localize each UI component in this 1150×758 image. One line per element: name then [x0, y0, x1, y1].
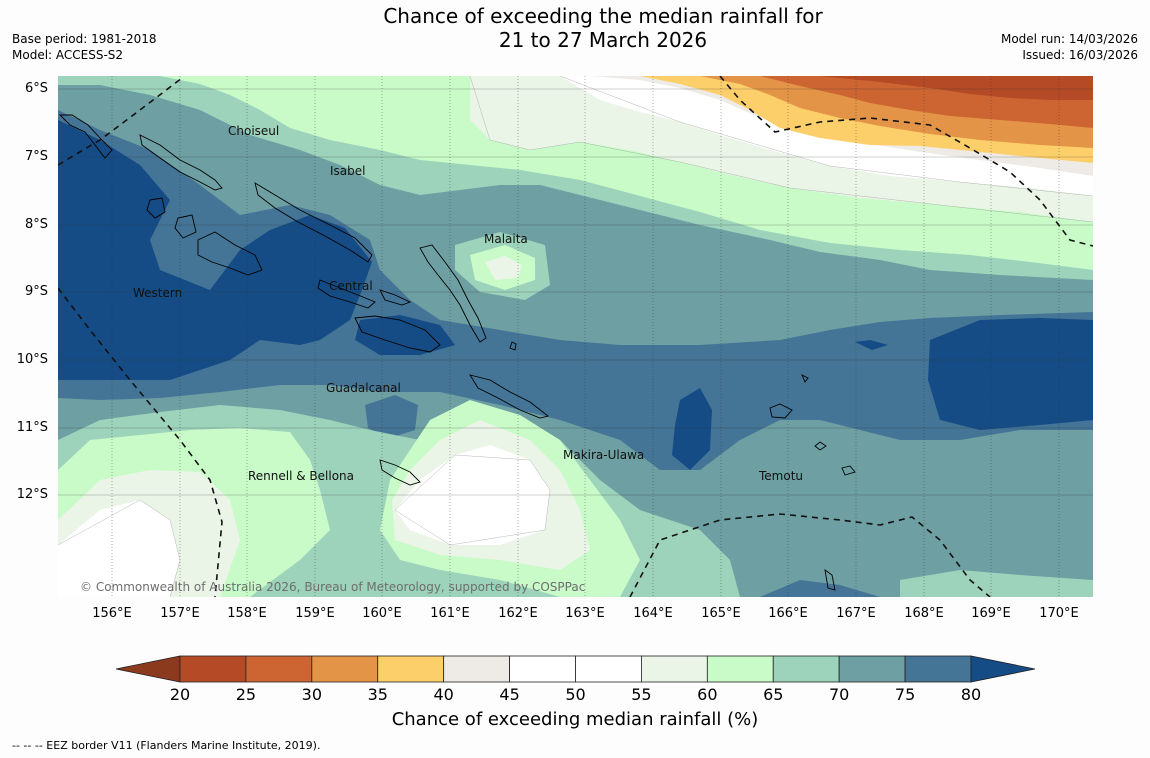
colorbar-segment-55-60: [641, 655, 708, 683]
band-45-55-south-central: [395, 445, 550, 545]
band-45-55-south-west: [58, 500, 180, 597]
colorbar-segment-20-25: [179, 655, 247, 683]
guadalcanal-patch-75: [365, 395, 418, 438]
eez-border: [58, 76, 1093, 597]
band-80-central: [355, 315, 455, 355]
lon-label-159e: 159°E: [295, 606, 335, 621]
lon-label-156e: 156°E: [92, 606, 132, 621]
lon-label-157e: 157°E: [160, 606, 200, 621]
lat-label-6s: 6°S: [24, 81, 48, 96]
colorbar-segment-45-50: [509, 655, 576, 683]
metadata-right: Model run: 14/03/2026 Issued: 16/03/2026: [1001, 31, 1138, 63]
malaita-patch-60: [485, 256, 522, 280]
label-isabel: Isabel: [330, 164, 365, 178]
colorbar-arrow-under: [115, 655, 181, 683]
map-title-line1: Chance of exceeding the median rainfall …: [383, 4, 823, 28]
lon-label-165e: 165°E: [701, 606, 741, 621]
label-central: Central: [329, 279, 373, 293]
colorbar-tick-20: 20: [169, 685, 191, 704]
lon-label-160e: 160°E: [362, 606, 402, 621]
colorbar-tick-40: 40: [433, 685, 454, 704]
lat-label-12s: 12°S: [16, 487, 48, 502]
lon-label-158e: 158°E: [227, 606, 267, 621]
lat-label-7s: 7°S: [24, 149, 48, 164]
eez-footnote: -- -- -- EEZ border V11 (Flanders Marine…: [12, 739, 321, 752]
colorbar-segment-35-40: [377, 655, 445, 683]
colorbar-tick-45: 45: [499, 685, 520, 704]
band-80-small: [855, 340, 888, 350]
model-run-text: Model run: 14/03/2026: [1000, 32, 1138, 46]
lat-label-10s: 10°S: [16, 352, 48, 367]
lon-label-170e: 170°E: [1039, 606, 1079, 621]
colorbar-segment-60-65: [706, 655, 774, 683]
lat-label-9s: 9°S: [24, 284, 48, 299]
map-title-line2: 21 to 27 March 2026: [498, 28, 708, 52]
colorbar-segment-70-75: [838, 655, 906, 683]
band-20-25-north: [820, 76, 1093, 100]
colorbar-tick-75: 75: [894, 685, 916, 704]
lon-label-168e: 168°E: [904, 606, 944, 621]
label-guadalcanal: Guadalcanal: [326, 381, 401, 395]
band-75-80-south-small: [760, 580, 880, 597]
base-period-text: Base period: 1981-2018: [12, 32, 157, 46]
band-65-70-south-east: [900, 570, 1093, 597]
colorbar-segment-25-30: [245, 655, 313, 683]
colorbar-tick-70: 70: [828, 685, 850, 704]
colorbar-segment-75-80: [904, 655, 972, 683]
band-80-east: [928, 318, 1093, 430]
label-makira-ulawa: Makira-Ulawa: [563, 448, 644, 462]
label-temotu: Temotu: [758, 469, 803, 483]
colorbar-tick-60: 60: [697, 685, 718, 704]
band-75-80: [58, 110, 1093, 470]
lon-label-162e: 162°E: [498, 606, 538, 621]
colorbar-tick-25: 25: [235, 685, 257, 704]
colorbar-tick-50: 50: [565, 685, 586, 704]
lon-label-163e: 163°E: [565, 606, 605, 621]
label-rennell-bellona: Rennell & Bellona: [248, 469, 354, 483]
colorbar-segment-50-55: [575, 655, 642, 683]
band-80-west: [58, 120, 372, 380]
colorbar: [115, 655, 1036, 683]
lat-label-11s: 11°S: [16, 420, 48, 435]
colorbar-segment-65-70: [772, 655, 840, 683]
colorbar-tick-55: 55: [631, 685, 652, 704]
label-western: Western: [133, 286, 182, 300]
lon-label-161e: 161°E: [430, 606, 470, 621]
issued-text: Issued: 16/03/2026: [1022, 48, 1138, 62]
label-choiseul: Choiseul: [228, 124, 279, 138]
lon-label-166e: 166°E: [768, 606, 808, 621]
lon-label-169e: 169°E: [971, 606, 1011, 621]
contour-lines: [58, 76, 1093, 597]
lon-label-167e: 167°E: [836, 606, 876, 621]
label-malaita: Malaita: [484, 232, 528, 246]
colorbar-arrow-over: [970, 655, 1036, 683]
colorbar-tick-80: 80: [960, 685, 982, 704]
latitude-lines: [58, 88, 1093, 496]
lon-label-164e: 164°E: [633, 606, 673, 621]
band-80-makira: [672, 388, 712, 470]
map-plot-area: Choiseul Isabel Malaita Western Central …: [58, 76, 1093, 597]
island-outlines: [58, 114, 856, 591]
metadata-left: Base period: 1981-2018 Model: ACCESS-S2: [12, 31, 157, 63]
colorbar-tick-65: 65: [763, 685, 784, 704]
lat-label-8s: 8°S: [24, 217, 48, 232]
place-labels: Choiseul Isabel Malaita Western Central …: [133, 124, 803, 483]
colorbar-label: Chance of exceeding median rainfall (%): [391, 709, 759, 730]
colorbar-tick-35: 35: [367, 685, 388, 704]
colorbar-tick-30: 30: [301, 685, 322, 704]
colorbar-segment-30-35: [311, 655, 379, 683]
model-text: Model: ACCESS-S2: [12, 48, 124, 62]
copyright-notice: © Commonwealth of Australia 2026, Bureau…: [80, 580, 586, 594]
colorbar-segment-40-45: [443, 655, 510, 683]
